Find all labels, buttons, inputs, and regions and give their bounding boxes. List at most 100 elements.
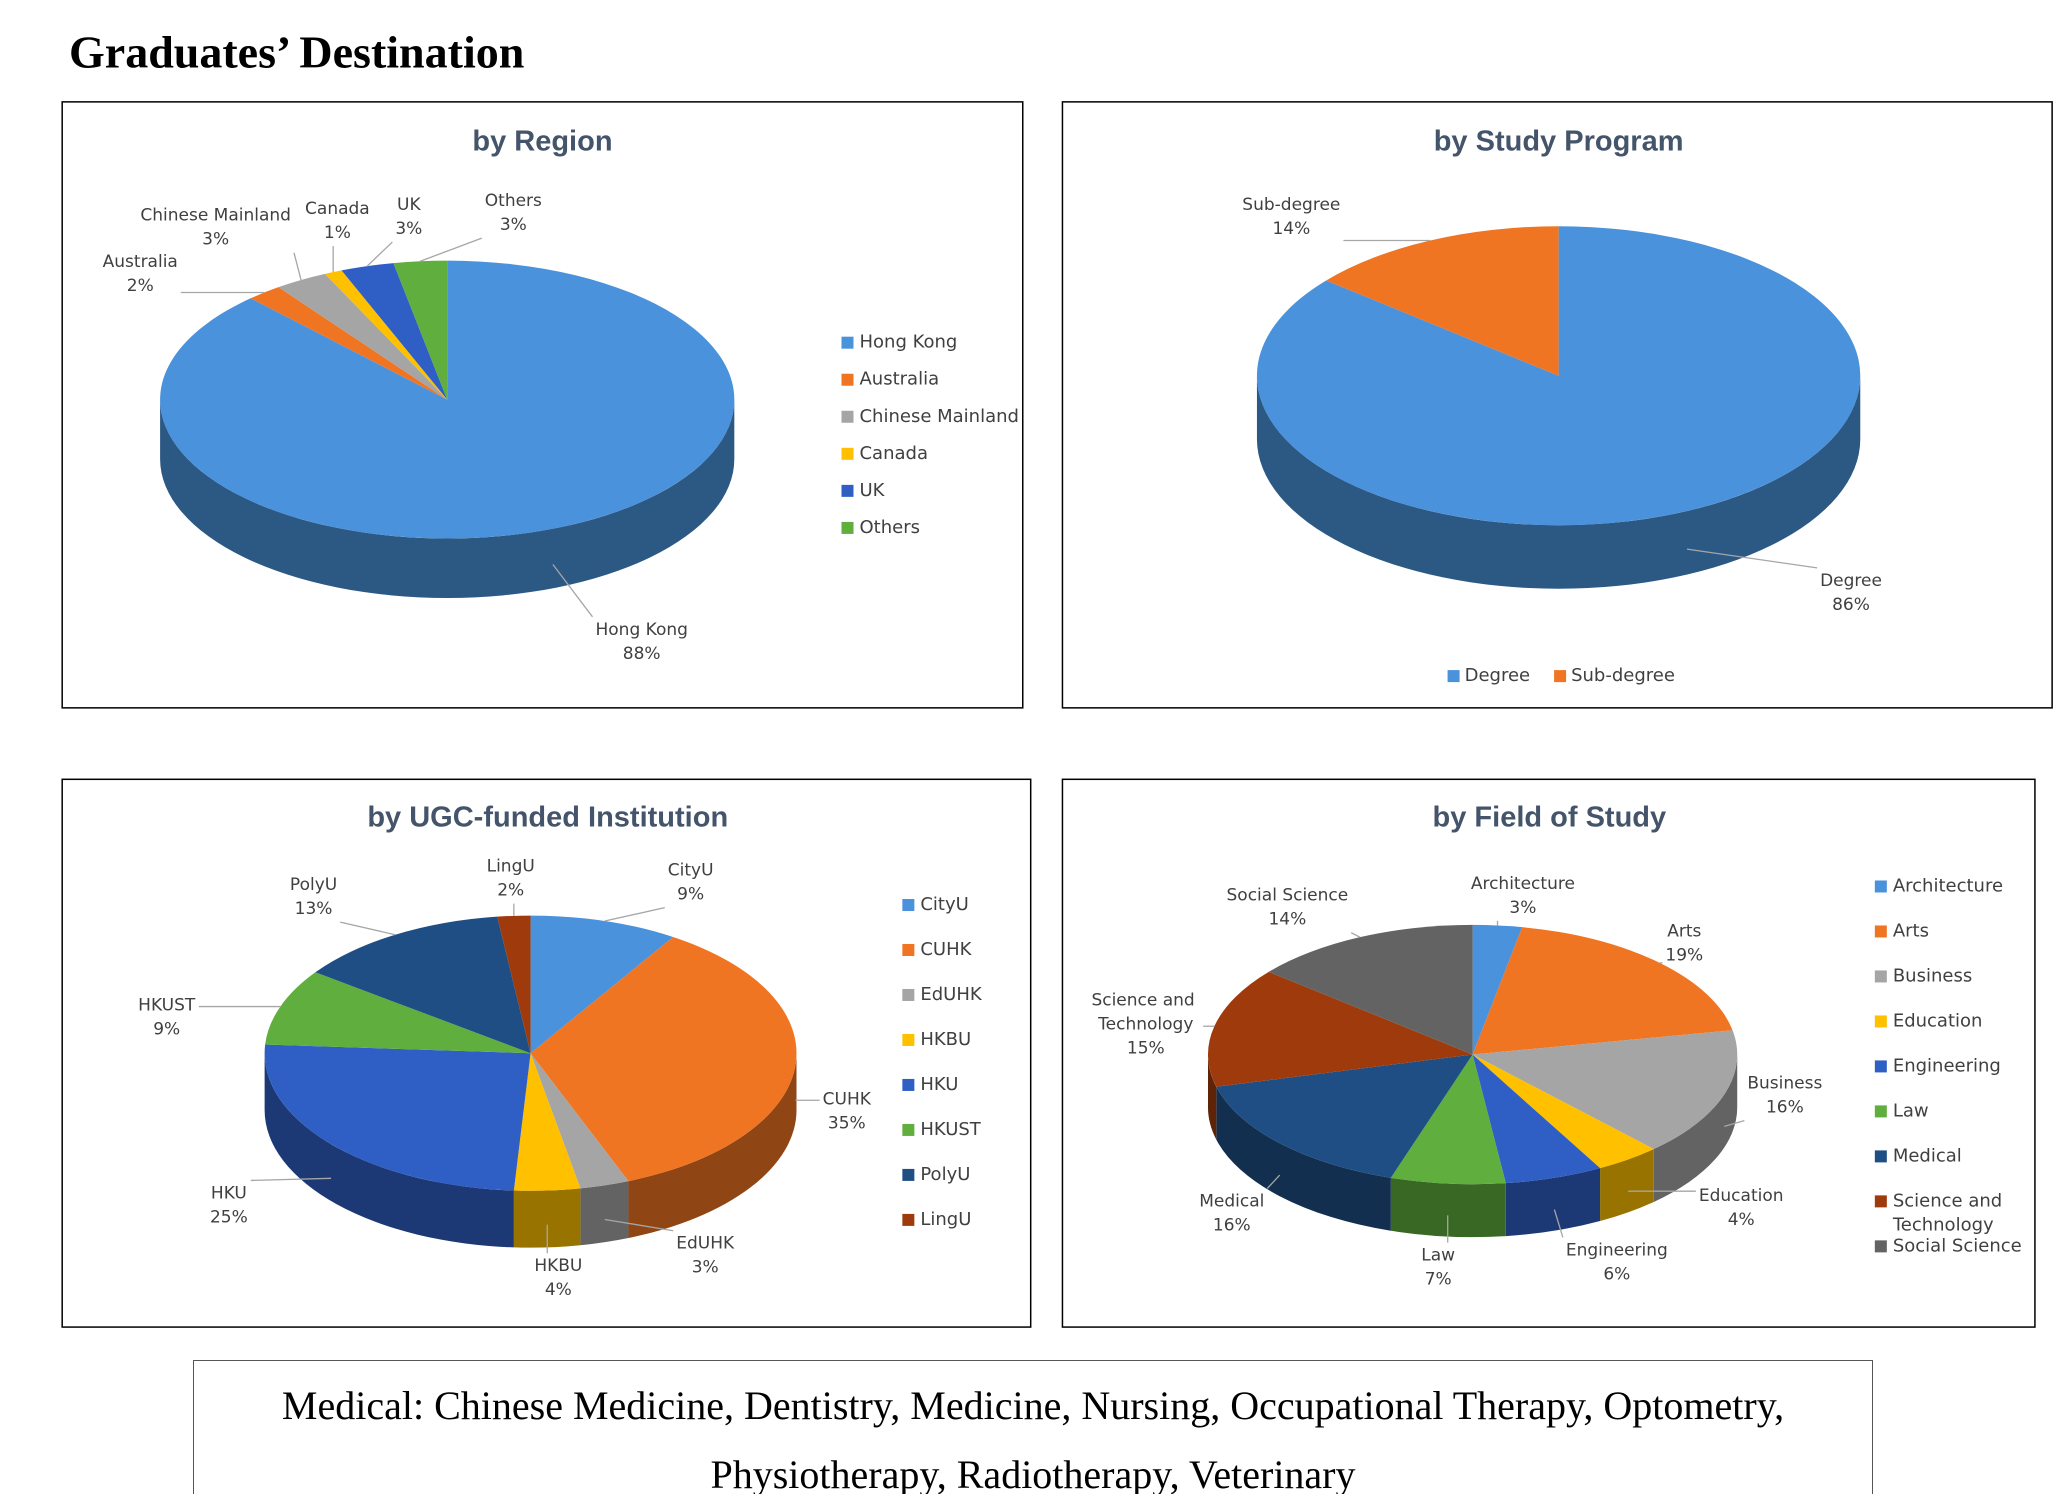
data-label: Others 3%	[485, 191, 542, 235]
data-label-name: CUHK	[823, 1089, 872, 1109]
data-label-name: HKU	[211, 1183, 247, 1203]
pie-slice-side	[1600, 1149, 1654, 1222]
legend-label: Engineering	[1893, 1055, 2001, 1076]
pie-slice	[324, 270, 448, 400]
chart-title: by UGC-funded Institution	[367, 802, 728, 834]
legend-label: PolyU	[920, 1164, 970, 1185]
pie-slice	[1268, 924, 1473, 1055]
pie-slice-side	[264, 1053, 514, 1248]
legend-swatch	[841, 410, 854, 423]
data-label-name: Law	[1421, 1246, 1455, 1266]
pie-slice-side	[1256, 375, 1861, 589]
legend-label: Canada	[859, 443, 928, 464]
data-label-name: EdUHK	[676, 1234, 735, 1254]
legend-swatch	[1874, 1240, 1887, 1253]
legend-label: Arts	[1893, 920, 1929, 941]
data-label-value: 13%	[295, 899, 333, 919]
data-label-name: LingU	[487, 857, 535, 877]
legend-label: Social Science	[1893, 1235, 2022, 1256]
page-title: Graduates’ Destination	[69, 27, 524, 78]
data-label: Education 4%	[1699, 1186, 1784, 1230]
data-label-name: Business	[1747, 1074, 1822, 1094]
legend-swatch	[841, 484, 854, 497]
data-label-name: Science and Technology	[1091, 990, 1200, 1034]
legend-label: Science and Technology	[1892, 1190, 2008, 1235]
pie-slice-side	[1216, 1086, 1391, 1231]
pie-slice	[1472, 1054, 1654, 1169]
data-label-value: 14%	[1272, 219, 1310, 239]
data-label-value: 4%	[1728, 1210, 1755, 1230]
data-label: Hong Kong 88%	[595, 620, 687, 664]
pie-slice-side	[1207, 1054, 1217, 1140]
data-label-name: Engineering	[1566, 1240, 1668, 1260]
chart-title: by Study Program	[1434, 126, 1684, 158]
pie-sides	[1207, 1054, 1738, 1238]
legend-label: Hong Kong	[859, 332, 957, 353]
legend-label: Degree	[1465, 665, 1531, 686]
pie-tops	[160, 260, 735, 539]
legend-label: Architecture	[1893, 875, 2003, 896]
pie-slice	[315, 916, 531, 1054]
pie-slice	[1390, 1054, 1506, 1185]
data-label-value: 2%	[497, 881, 524, 901]
note: Medical: Chinese Medicine, Dentistry, Me…	[193, 1360, 1873, 1494]
data-label-value: 86%	[1832, 595, 1870, 615]
data-label: LingU 2%	[487, 857, 535, 901]
legend-swatch	[902, 988, 915, 1001]
legend-label: CityU	[920, 894, 968, 915]
data-label-name: UK	[397, 195, 421, 215]
legend-swatch	[902, 1078, 915, 1091]
legend-label: CUHK	[920, 939, 972, 960]
data-label: Medical 16%	[1199, 1191, 1264, 1235]
data-label-value: 19%	[1665, 945, 1703, 965]
leader-line	[250, 1177, 332, 1182]
data-label-value: 16%	[1213, 1215, 1251, 1235]
legend-label: EdUHK	[920, 984, 983, 1005]
leader-line	[419, 237, 483, 262]
data-label: Canada 1%	[305, 199, 370, 243]
data-label-value: 7%	[1425, 1270, 1452, 1290]
data-label: Arts 19%	[1665, 921, 1703, 965]
leader-line	[1724, 1119, 1745, 1127]
data-label-value: 2%	[127, 276, 154, 296]
legend-swatch	[1874, 1150, 1887, 1163]
pie-slice-side	[580, 1181, 629, 1246]
data-label: Australia 2%	[103, 252, 178, 296]
pie-slice	[1256, 226, 1861, 526]
data-label: HKU 25%	[210, 1183, 248, 1227]
data-label-name: Social Science	[1227, 886, 1349, 906]
data-label: Architecture 3%	[1471, 874, 1575, 918]
pie-slice-side	[1505, 1168, 1601, 1237]
pie-slice	[530, 915, 674, 1054]
data-label-value: 15%	[1127, 1038, 1165, 1058]
chart-title: by Region	[472, 126, 612, 158]
legend-swatch	[902, 1033, 915, 1046]
data-label-value: 9%	[153, 1020, 180, 1040]
legend-swatch	[841, 447, 854, 460]
data-label-value: 3%	[692, 1258, 719, 1278]
data-label: HKUST 9%	[138, 996, 196, 1040]
data-label: CityU 9%	[668, 861, 714, 905]
data-label: Science and Technology 15%	[1091, 990, 1200, 1058]
legend-label: Medical	[1893, 1145, 1962, 1166]
legend-swatch	[1874, 1060, 1887, 1073]
pie-slice	[1472, 1030, 1738, 1150]
pie-slice	[1472, 924, 1523, 1055]
legend-swatch	[1874, 880, 1887, 893]
data-label-value: 35%	[828, 1113, 866, 1133]
legend-swatch	[1874, 1195, 1887, 1208]
data-label-name: Sub-degree	[1242, 195, 1340, 215]
legend-swatch	[841, 373, 854, 386]
data-label-name: Hong Kong	[595, 620, 687, 640]
legend-label: Australia	[859, 369, 939, 390]
data-label-name: HKBU	[534, 1256, 582, 1276]
legend-item: Sub-degree	[1554, 665, 1675, 686]
leader-line	[1553, 1209, 1564, 1238]
data-label-value: 4%	[545, 1280, 572, 1300]
pie-tops	[1256, 226, 1861, 526]
pie-slice	[265, 972, 531, 1054]
pie-slice	[1207, 971, 1473, 1087]
data-label-value: 88%	[623, 644, 661, 664]
data-label: UK 3%	[395, 195, 422, 239]
